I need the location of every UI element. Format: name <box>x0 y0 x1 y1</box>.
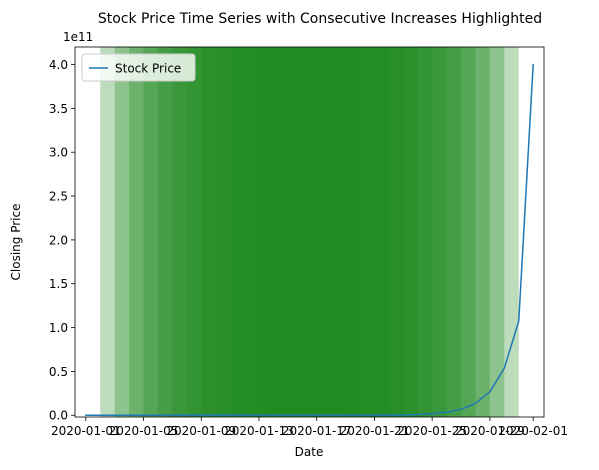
y-tick-label: 1.0 <box>49 321 68 335</box>
x-tick-label: 2020-01-29 <box>455 424 525 438</box>
highlight-span-3 <box>129 47 490 417</box>
y-axis-label: Closing Price <box>9 204 23 281</box>
x-tick-label: 2020-02-01 <box>498 424 568 438</box>
plot-frame <box>74 46 545 418</box>
highlight-spans <box>100 47 519 417</box>
x-tick-label: 2020-01-25 <box>397 424 467 438</box>
x-tick-label: 2020-01-09 <box>166 424 236 438</box>
x-tick-label: 2020-01-01 <box>51 424 121 438</box>
chart-title: Stock Price Time Series with Consecutive… <box>98 11 542 27</box>
highlight-span-15 <box>302 47 317 417</box>
highlight-span-5 <box>157 47 462 417</box>
y-tick-label: 2.0 <box>49 233 68 247</box>
x-axis-ticks: 2020-01-012020-01-052020-01-092020-01-13… <box>51 417 568 438</box>
highlight-span-2 <box>114 47 505 417</box>
legend-label-stock-price: Stock Price <box>115 62 181 76</box>
y-tick-label: 3.5 <box>49 102 68 116</box>
x-tick-label: 2020-01-21 <box>340 424 410 438</box>
y-tick-label: 0.5 <box>49 365 68 379</box>
highlight-span-8 <box>201 47 418 417</box>
x-tick-label: 2020-01-13 <box>224 424 294 438</box>
highlight-span-10 <box>230 47 389 417</box>
y-axis-offset-label: 1e11 <box>63 30 93 44</box>
highlight-span-4 <box>143 47 476 417</box>
highlight-span-7 <box>186 47 433 417</box>
y-tick-label: 4.0 <box>49 58 68 72</box>
legend-box <box>81 53 196 82</box>
highlight-span-6 <box>172 47 447 417</box>
highlight-span-14 <box>287 47 332 417</box>
x-tick-label: 2020-01-17 <box>282 424 352 438</box>
highlight-span-9 <box>215 47 404 417</box>
y-tick-label: 0.0 <box>49 409 68 423</box>
series-layer <box>85 63 534 416</box>
highlight-span-13 <box>273 47 346 417</box>
highlight-span-11 <box>244 47 375 417</box>
y-axis-ticks: 0.0 0.5 1.0 1.5 2.0 2.5 3.0 3.5 4.0 <box>49 58 75 423</box>
y-tick-label: 1.5 <box>49 277 68 291</box>
highlight-span-12 <box>258 47 361 417</box>
y-tick-label: 2.5 <box>49 190 68 204</box>
x-axis-label: Date <box>295 445 324 459</box>
x-tick-label: 2020-01-05 <box>109 424 179 438</box>
y-tick-label: 3.0 <box>49 146 68 160</box>
legend: Stock Price <box>81 53 196 82</box>
series-line-1 <box>85 63 534 416</box>
highlight-span-1 <box>100 47 519 417</box>
